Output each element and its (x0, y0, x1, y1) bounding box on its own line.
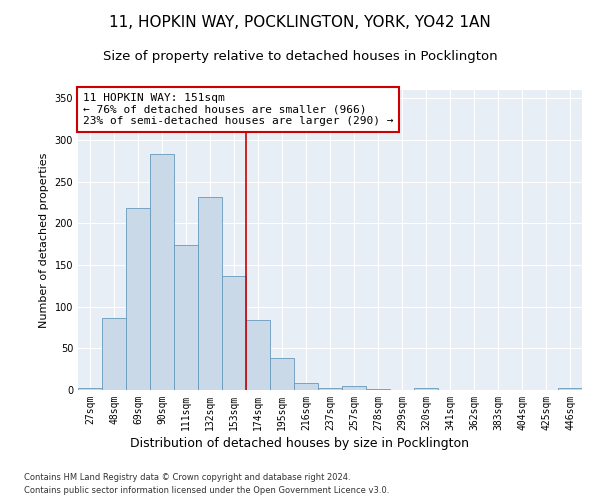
Text: 11 HOPKIN WAY: 151sqm
← 76% of detached houses are smaller (966)
23% of semi-det: 11 HOPKIN WAY: 151sqm ← 76% of detached … (83, 93, 394, 126)
Bar (174, 245, 198, 390)
Bar (558, 388, 582, 390)
Bar (318, 388, 342, 390)
Text: Size of property relative to detached houses in Pocklington: Size of property relative to detached ho… (103, 50, 497, 63)
Bar (198, 196, 222, 390)
Text: Contains HM Land Registry data © Crown copyright and database right 2024.: Contains HM Land Registry data © Crown c… (24, 472, 350, 482)
Bar (342, 386, 366, 390)
Bar (294, 382, 318, 390)
Bar (246, 320, 270, 390)
Bar (78, 388, 102, 390)
Text: Distribution of detached houses by size in Pocklington: Distribution of detached houses by size … (131, 438, 470, 450)
Bar (102, 318, 126, 390)
Text: 11, HOPKIN WAY, POCKLINGTON, YORK, YO42 1AN: 11, HOPKIN WAY, POCKLINGTON, YORK, YO42 … (109, 15, 491, 30)
Text: Contains public sector information licensed under the Open Government Licence v3: Contains public sector information licen… (24, 486, 389, 495)
Y-axis label: Number of detached properties: Number of detached properties (39, 152, 49, 328)
Bar (270, 358, 294, 390)
Bar (126, 208, 150, 390)
Bar (366, 389, 390, 390)
Bar (222, 276, 246, 390)
Bar (150, 154, 174, 390)
Bar (414, 388, 438, 390)
